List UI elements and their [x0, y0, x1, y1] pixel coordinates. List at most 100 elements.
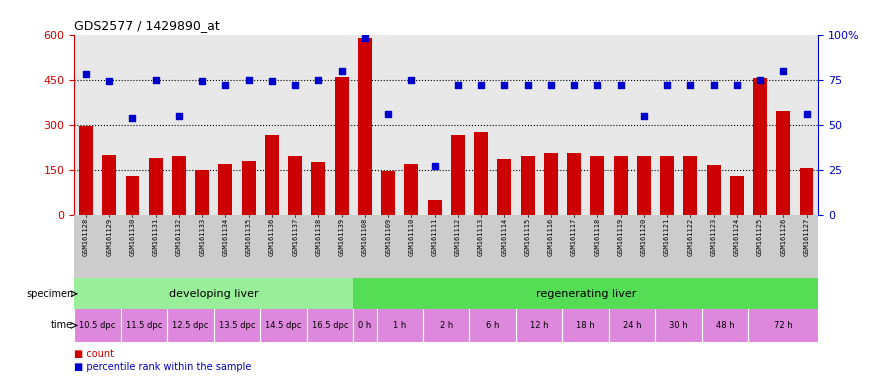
Text: regenerating liver: regenerating liver [536, 289, 636, 299]
Text: GSM161138: GSM161138 [315, 218, 321, 257]
Bar [748, 309, 818, 342]
Text: GSM161132: GSM161132 [176, 218, 182, 257]
Text: GSM161123: GSM161123 [710, 218, 717, 257]
Text: 13.5 dpc: 13.5 dpc [219, 321, 256, 330]
Text: GSM161135: GSM161135 [246, 218, 252, 257]
Text: 2 h: 2 h [439, 321, 453, 330]
Point [195, 78, 209, 84]
Bar [358, 38, 372, 215]
Point [428, 163, 442, 169]
Bar [470, 309, 516, 342]
Text: GDS2577 / 1429890_at: GDS2577 / 1429890_at [74, 19, 220, 32]
Point [79, 71, 93, 77]
Text: GSM161125: GSM161125 [757, 218, 763, 257]
Text: 0 h: 0 h [358, 321, 372, 330]
Point [776, 68, 790, 74]
Bar [776, 111, 790, 215]
Bar [707, 166, 720, 215]
Bar [307, 309, 354, 342]
Point [382, 111, 396, 117]
Text: GSM161110: GSM161110 [409, 218, 415, 257]
Bar [660, 156, 674, 215]
Bar [702, 309, 748, 342]
Bar [312, 162, 326, 215]
Text: GSM161108: GSM161108 [362, 218, 368, 257]
Text: GSM161127: GSM161127 [803, 218, 809, 257]
Text: GSM161136: GSM161136 [269, 218, 275, 257]
Text: 16.5 dpc: 16.5 dpc [312, 321, 348, 330]
Point [404, 77, 418, 83]
Point [265, 78, 279, 84]
Text: GSM161116: GSM161116 [548, 218, 554, 257]
Point [613, 82, 627, 88]
Text: GSM161112: GSM161112 [455, 218, 461, 257]
Text: GSM161130: GSM161130 [130, 218, 136, 257]
Text: 14.5 dpc: 14.5 dpc [265, 321, 302, 330]
Text: GSM161122: GSM161122 [687, 218, 693, 257]
Bar [451, 135, 465, 215]
Text: ■ count: ■ count [74, 349, 115, 359]
Text: GSM161120: GSM161120 [640, 218, 647, 257]
Bar [730, 176, 744, 215]
Point [497, 82, 511, 88]
Point [567, 82, 581, 88]
Bar [79, 126, 93, 215]
Bar [800, 169, 814, 215]
Bar [563, 309, 609, 342]
Text: specimen: specimen [26, 289, 74, 299]
Bar [172, 156, 186, 215]
Point [800, 111, 814, 117]
Text: GSM161118: GSM161118 [594, 218, 600, 257]
Bar [195, 170, 209, 215]
Bar [74, 309, 121, 342]
Text: 6 h: 6 h [486, 321, 500, 330]
Text: GSM161131: GSM161131 [153, 218, 158, 257]
Point [149, 77, 163, 83]
Bar [102, 155, 116, 215]
Text: GSM161113: GSM161113 [478, 218, 484, 257]
Point [334, 68, 348, 74]
Text: GSM161124: GSM161124 [734, 218, 739, 257]
Bar [497, 159, 511, 215]
Bar [354, 309, 376, 342]
Bar [74, 278, 354, 309]
Text: 10.5 dpc: 10.5 dpc [80, 321, 116, 330]
Point [242, 77, 256, 83]
Bar [423, 309, 470, 342]
Bar [214, 309, 261, 342]
Bar [637, 156, 651, 215]
Text: GSM161137: GSM161137 [292, 218, 298, 257]
Point [753, 77, 767, 83]
Text: GSM161129: GSM161129 [106, 218, 112, 257]
Point [706, 82, 720, 88]
Bar [655, 309, 702, 342]
Point [219, 82, 233, 88]
Point [474, 82, 488, 88]
Bar [474, 132, 488, 215]
Bar [609, 309, 655, 342]
Bar [265, 135, 279, 215]
Text: GSM161117: GSM161117 [571, 218, 578, 257]
Text: GSM161133: GSM161133 [200, 218, 206, 257]
Bar [121, 309, 167, 342]
Text: 18 h: 18 h [577, 321, 595, 330]
Point [637, 113, 651, 119]
Text: GSM161126: GSM161126 [780, 218, 787, 257]
Text: GSM161109: GSM161109 [385, 218, 391, 257]
Point [521, 82, 535, 88]
Text: 11.5 dpc: 11.5 dpc [126, 321, 162, 330]
Point [172, 113, 186, 119]
Point [358, 35, 372, 41]
Text: 12 h: 12 h [530, 321, 549, 330]
Bar [567, 153, 581, 215]
Text: 24 h: 24 h [623, 321, 641, 330]
Bar [149, 158, 163, 215]
Bar [521, 156, 535, 215]
Text: developing liver: developing liver [169, 289, 259, 299]
Bar [219, 164, 233, 215]
Bar [354, 278, 818, 309]
Point [730, 82, 744, 88]
Bar [334, 77, 348, 215]
Text: GSM161111: GSM161111 [431, 218, 438, 257]
Bar [261, 309, 307, 342]
